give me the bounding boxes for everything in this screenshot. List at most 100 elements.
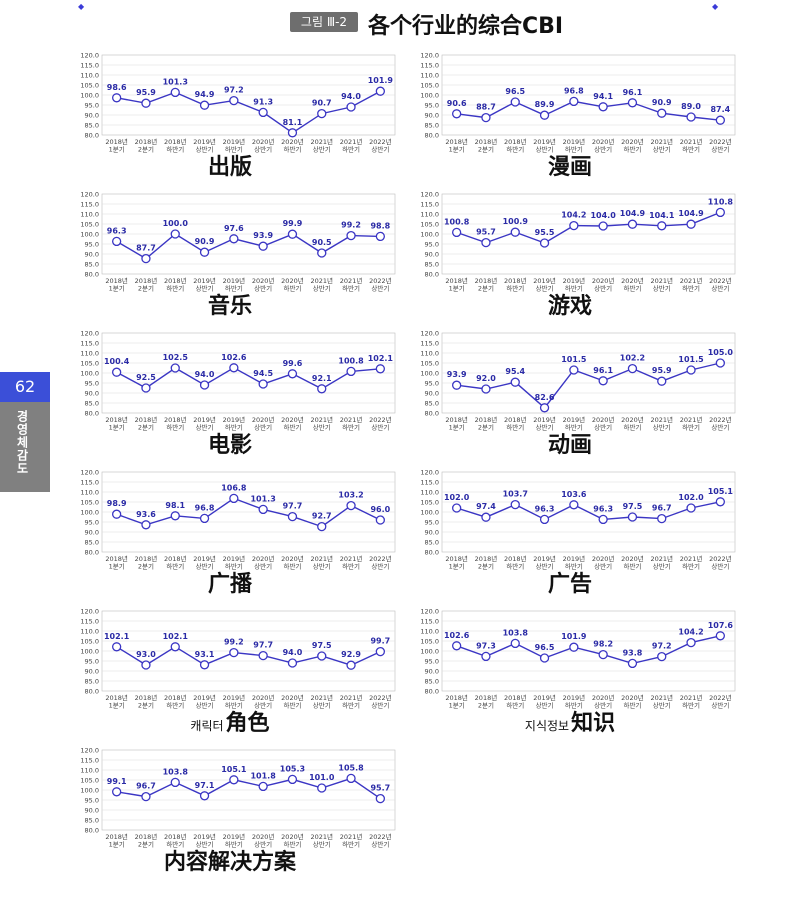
y-tick-label: 90.0 — [425, 528, 439, 536]
data-point — [112, 93, 122, 103]
chart-title: 内容解决方案 — [60, 844, 400, 876]
chart-panel: 80.0 85.0 90.0 95.0 100.0 105.0 110.0 115.0 120.… — [60, 464, 400, 597]
data-label: 97.2 — [224, 86, 244, 95]
x-tick-label: 2021년 하반기 — [340, 693, 363, 710]
y-tick-label: 105.0 — [80, 498, 99, 506]
data-label: 101.3 — [250, 494, 275, 503]
y-tick-label: 80.0 — [425, 131, 439, 139]
data-point — [539, 514, 550, 525]
y-tick-label: 85.0 — [85, 399, 99, 407]
data-point — [141, 660, 151, 670]
x-tick-label: 2019년 상반기 — [533, 415, 556, 432]
data-point — [141, 98, 151, 108]
line-chart: 80.0 85.0 90.0 95.0 100.0 105.0 110.0 115.0 120.… — [420, 468, 736, 571]
y-tick-label: 95.0 — [85, 240, 99, 248]
y-tick-label: 120.0 — [80, 329, 99, 337]
data-label: 92.1 — [312, 374, 332, 383]
data-point — [141, 791, 151, 802]
data-point — [346, 230, 356, 241]
x-tick-label: 2021년 상반기 — [310, 693, 333, 710]
data-point — [346, 366, 356, 377]
x-tick-label: 2019년 상반기 — [193, 415, 216, 432]
x-tick-label: 2018년 2분기 — [135, 415, 158, 432]
y-tick-label: 100.0 — [420, 91, 439, 99]
chart-title: 动画 — [400, 427, 740, 459]
data-point — [199, 513, 210, 524]
y-tick-label: 90.0 — [85, 667, 99, 675]
x-tick-label: 2018년 1분기 — [445, 554, 468, 571]
x-tick-label: 2018년 하반기 — [164, 554, 187, 571]
x-tick-label: 2020년 하반기 — [281, 137, 304, 154]
x-tick-label: 2019년 상반기 — [193, 693, 216, 710]
data-label: 93.9 — [447, 370, 467, 379]
x-tick-label: 2021년 하반기 — [340, 137, 363, 154]
data-point — [287, 774, 298, 785]
data-point — [112, 642, 122, 652]
y-tick-label: 115.0 — [80, 756, 99, 764]
x-tick-label: 2018년 하반기 — [164, 832, 187, 849]
chart-title-text: 漫画 — [547, 155, 592, 180]
y-tick-label: 105.0 — [80, 81, 99, 89]
data-point — [627, 658, 638, 669]
data-label: 96.1 — [593, 366, 613, 375]
x-tick-label: 2021년 상반기 — [310, 415, 333, 432]
line-chart: 80.0 85.0 90.0 95.0 100.0 105.0 110.0 115.0 120.… — [80, 468, 396, 571]
chart-panel: 80.0 85.0 90.0 95.0 100.0 105.0 110.0 115.0 120.… — [60, 47, 400, 180]
x-tick-label: 2022년 상반기 — [369, 276, 392, 293]
data-point — [686, 112, 696, 122]
y-tick-label: 100.0 — [420, 508, 439, 516]
line-chart: 80.0 85.0 90.0 95.0 100.0 105.0 110.0 115.0 120.… — [80, 329, 396, 432]
chart-title: 电影 — [60, 427, 400, 459]
x-tick-label: 2019년 하반기 — [563, 276, 586, 293]
y-tick-label: 105.0 — [80, 776, 99, 784]
x-tick-label: 2020년 하반기 — [621, 137, 644, 154]
series-line — [456, 635, 721, 665]
x-tick-label: 2020년 하반기 — [281, 693, 304, 710]
data-point — [569, 365, 579, 375]
data-point — [569, 220, 579, 231]
data-point — [141, 520, 151, 530]
data-label: 97.3 — [476, 641, 496, 650]
data-label: 98.2 — [593, 640, 613, 649]
data-label: 90.5 — [312, 238, 332, 247]
x-tick-label: 2020년 하반기 — [621, 693, 644, 710]
data-point — [598, 221, 608, 231]
y-tick-label: 110.0 — [420, 349, 439, 357]
line-chart: 80.0 85.0 90.0 95.0 100.0 105.0 110.0 115.0 120.… — [80, 607, 396, 710]
y-tick-label: 95.0 — [425, 379, 439, 387]
data-label: 92.0 — [476, 374, 496, 383]
chart-title-korean: 지식정보 — [524, 719, 570, 733]
chart-title: 지식정보知识 — [400, 705, 740, 737]
x-tick-label: 2021년 하반기 — [680, 554, 703, 571]
data-label: 102.0 — [678, 493, 704, 502]
series-line — [116, 497, 381, 528]
data-label: 100.8 — [444, 217, 470, 226]
x-tick-label: 2021년 상반기 — [650, 415, 673, 432]
data-point — [375, 793, 386, 804]
y-tick-label: 95.0 — [85, 379, 99, 387]
x-tick-label: 2018년 2분기 — [135, 137, 158, 154]
data-label: 101.9 — [368, 76, 394, 85]
data-label: 95.4 — [505, 367, 525, 376]
data-point — [287, 128, 298, 138]
y-tick-label: 80.0 — [425, 548, 439, 556]
chart-panel: 80.0 85.0 90.0 95.0 100.0 105.0 110.0 115.0 120.… — [400, 325, 740, 458]
x-tick-label: 2020년 하반기 — [281, 276, 304, 293]
data-label: 96.3 — [107, 226, 127, 235]
data-label: 93.9 — [253, 231, 273, 240]
data-label: 98.6 — [107, 83, 127, 92]
data-label: 96.8 — [195, 503, 215, 512]
data-point — [317, 384, 327, 394]
data-point — [481, 237, 491, 248]
x-tick-label: 2021년 상반기 — [310, 832, 333, 849]
data-point — [141, 253, 151, 264]
top-marker-right: ◆ — [712, 2, 719, 11]
data-label: 97.4 — [476, 502, 496, 511]
y-tick-label: 110.0 — [80, 488, 99, 496]
series-line — [456, 100, 721, 121]
x-tick-label: 2020년 상반기 — [252, 415, 275, 432]
data-point — [170, 511, 180, 521]
x-tick-label: 2018년 1분기 — [105, 832, 128, 849]
data-point — [686, 503, 696, 513]
x-tick-label: 2018년 1분기 — [105, 554, 128, 571]
